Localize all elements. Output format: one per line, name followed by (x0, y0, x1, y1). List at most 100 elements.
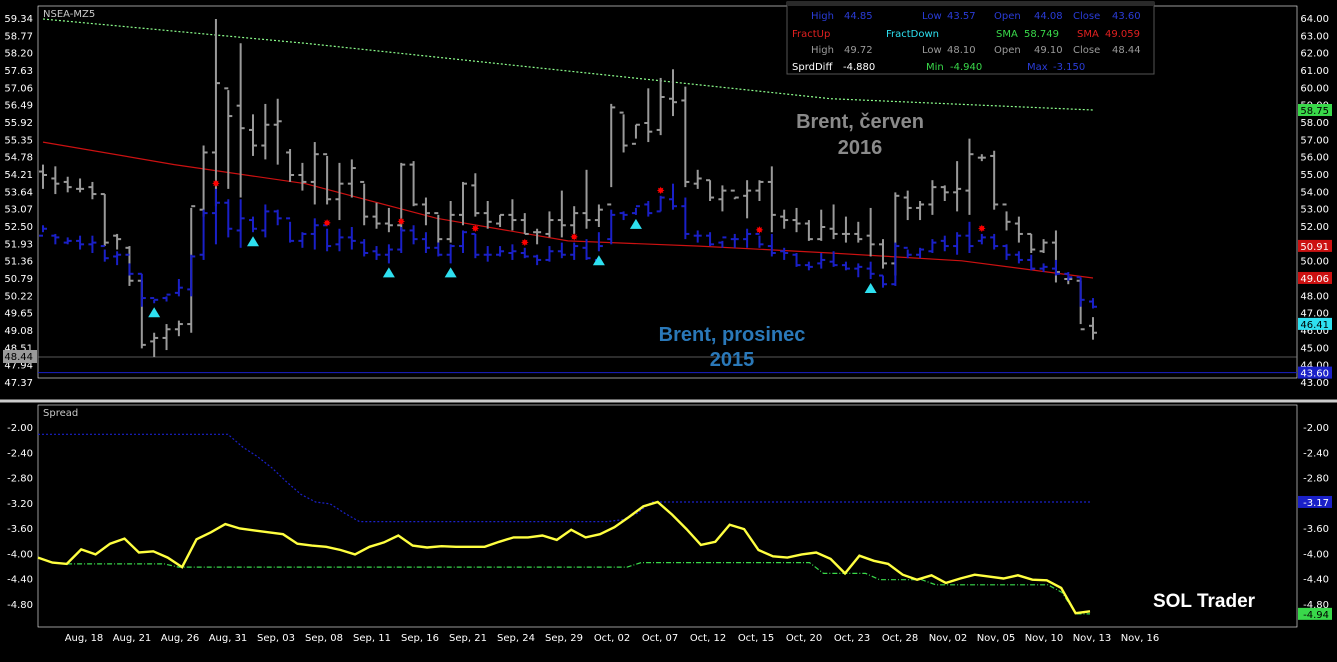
info-row1-value: 44.85 (844, 11, 873, 22)
info-row1-key: Close (1073, 11, 1100, 22)
right-axis-tick: 53.00 (1300, 205, 1329, 216)
annotation-dec2015-line2: 2015 (710, 349, 755, 371)
right-axis-tag-value: 49.06 (1300, 274, 1329, 285)
left-axis-tick: 54.78 (4, 153, 33, 164)
info-min-key: Min (926, 62, 944, 73)
right-axis-tick: 57.00 (1300, 135, 1329, 146)
fractal-up-marker: ✸ (323, 219, 331, 230)
spread-max-line (38, 433, 1090, 523)
info-sprddiff-value: -4.880 (843, 62, 875, 73)
right-axis-tick: 43.00 (1300, 378, 1329, 389)
spread-right-tick: -4.00 (1303, 549, 1329, 560)
x-axis-label: Sep, 08 (305, 633, 343, 644)
fractal-down-marker (592, 255, 605, 266)
chart-title: NSEA-MZ5 (43, 9, 95, 20)
spread-left-tick: -4.80 (7, 600, 33, 611)
x-axis-label: Oct, 02 (594, 633, 630, 644)
right-axis-tick: 45.00 (1300, 343, 1329, 354)
info-row1-key: High (811, 11, 834, 22)
left-axis-tick: 53.64 (4, 187, 33, 198)
x-axis-label: Nov, 05 (977, 633, 1016, 644)
left-axis-tick: 55.92 (4, 118, 33, 129)
right-axis-tick: 61.00 (1300, 66, 1329, 77)
right-axis-tick: 64.00 (1300, 14, 1329, 25)
right-axis-tag (1298, 271, 1332, 284)
fractal-up-marker: ✸ (397, 217, 405, 228)
left-axis-tick: 49.65 (4, 309, 33, 320)
x-axis-label: Oct, 07 (642, 633, 678, 644)
spread-axis-tag (1298, 495, 1332, 508)
info-row3-key: High (811, 45, 834, 56)
right-axis-tick: 56.00 (1300, 153, 1329, 164)
left-axis-tick: 57.63 (4, 66, 33, 77)
spread-right-tick: -2.40 (1303, 448, 1329, 459)
spread-right-tick: -3.60 (1303, 524, 1329, 535)
info-sma-fast-value: 49.059 (1105, 29, 1140, 40)
right-axis-tick: 54.00 (1300, 187, 1329, 198)
fractal-up-marker: ✸ (212, 179, 220, 190)
x-axis-label: Nov, 02 (929, 633, 968, 644)
left-axis-tick: 47.37 (4, 378, 33, 389)
spread-left-tick: -4.40 (7, 575, 33, 586)
right-axis-tick: 63.00 (1300, 31, 1329, 42)
x-axis-label: Sep, 03 (257, 633, 295, 644)
right-axis-tag-value: 50.91 (1300, 242, 1329, 253)
spread-right-tick: -2.00 (1303, 423, 1329, 434)
spread-left-tick: -2.00 (7, 423, 33, 434)
right-axis-tag-value: 46.41 (1300, 320, 1329, 331)
right-axis-tick: 44.00 (1300, 361, 1329, 372)
x-axis-label: Aug, 18 (65, 633, 104, 644)
fractal-down-marker (629, 218, 642, 229)
right-axis-tick: 47.00 (1300, 309, 1329, 320)
left-axis-tick: 51.36 (4, 257, 33, 268)
info-row3-key: Low (922, 45, 942, 56)
info-row1-value: 44.08 (1034, 11, 1063, 22)
right-axis-tag (1298, 104, 1332, 116)
fractal-up-marker: ✸ (570, 233, 578, 244)
x-axis-label: Oct, 15 (738, 633, 774, 644)
left-axis-tick: 58.77 (4, 31, 33, 42)
x-axis-label: Oct, 12 (690, 633, 726, 644)
info-sma-fast-key: SMA (1077, 29, 1099, 40)
spread-axis-tag-value: -3.17 (1303, 498, 1329, 509)
sma-fast-line (42, 141, 1094, 279)
left-axis-tick: 51.93 (4, 239, 33, 250)
info-max-value: -3.150 (1053, 62, 1085, 73)
spread-panel-frame (37, 404, 1298, 628)
fractal-down-marker (247, 236, 259, 247)
x-axis-label: Aug, 26 (161, 633, 200, 644)
x-axis-label: Nov, 13 (1073, 633, 1112, 644)
left-axis-tick: 48.51 (4, 343, 33, 354)
info-sma-slow-value: 58.749 (1024, 29, 1059, 40)
fractal-up-marker: ✸ (656, 186, 664, 197)
x-axis-label: Oct, 20 (786, 633, 822, 644)
x-axis-label: Sep, 24 (497, 633, 535, 644)
right-axis-tick: 55.00 (1300, 170, 1329, 181)
watermark: SOL Trader (1153, 591, 1256, 612)
info-row3-value: 49.10 (1034, 45, 1063, 56)
x-axis-label: Sep, 11 (353, 633, 391, 644)
left-axis-tick: 53.07 (4, 205, 33, 216)
info-sma-slow-key: SMA (996, 29, 1018, 40)
info-row3-key: Close (1073, 45, 1100, 56)
info-row1-value: 43.57 (947, 11, 976, 22)
spread-right-tick: -2.80 (1303, 474, 1329, 485)
right-axis-tag (1298, 239, 1332, 252)
info-panel (786, 1, 1155, 75)
left-axis-current-tag (3, 350, 37, 363)
annotation-jun2016-line1: Brent, červen (796, 111, 924, 133)
fractal-up-marker: ✸ (755, 226, 763, 237)
right-axis-tag (1298, 366, 1332, 379)
x-axis-label: Aug, 21 (113, 633, 152, 644)
info-min-value: -4.940 (950, 62, 982, 73)
fractal-up-marker: ✸ (471, 224, 479, 235)
info-row3-value: 48.44 (1112, 45, 1141, 56)
spread-left-tick: -2.40 (7, 448, 33, 459)
spread-left-tick: -3.60 (7, 524, 33, 535)
left-axis-tick: 56.49 (4, 101, 33, 112)
left-axis-tick: 50.22 (4, 291, 33, 302)
fractal-down-marker (148, 307, 161, 318)
right-axis-tick: 46.00 (1300, 326, 1329, 337)
info-row3-value: 48.10 (947, 45, 976, 56)
